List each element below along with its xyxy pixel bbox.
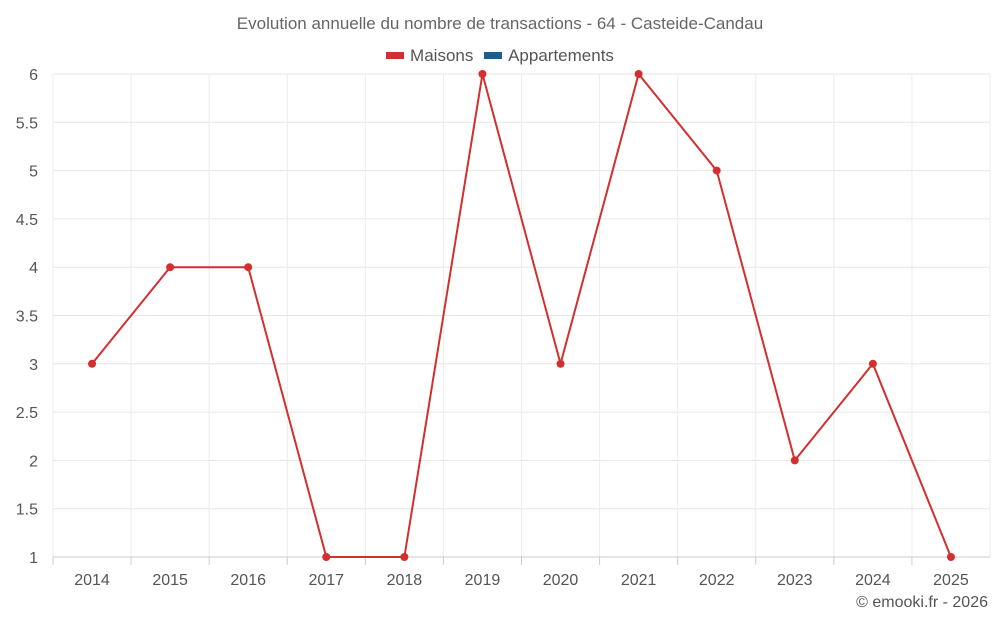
chart-title: Evolution annuelle du nombre de transact…: [236, 14, 764, 33]
y-tick-label: 2.5: [16, 405, 38, 422]
data-point: [244, 263, 253, 272]
x-tick-label: 2019: [465, 572, 501, 589]
x-tick-label: 2020: [543, 572, 579, 589]
data-point: [322, 553, 331, 561]
y-tick-label: 5.5: [16, 115, 38, 132]
y-tick-label: 4.5: [16, 212, 38, 229]
data-point: [478, 70, 487, 78]
x-tick-label: 2018: [387, 572, 423, 589]
data-point: [400, 553, 409, 561]
y-tick-label: 2: [29, 453, 38, 470]
legend-swatch-maisons: [386, 52, 405, 59]
y-tick-label: 6: [29, 67, 38, 84]
data-point: [166, 263, 175, 272]
data-point: [868, 359, 877, 368]
legend-item-appartements[interactable]: Appartements: [484, 46, 614, 66]
y-tick-label: 5: [29, 164, 38, 181]
data-point: [634, 70, 643, 78]
x-tick-label: 2017: [308, 572, 344, 589]
legend-swatch-appartements: [484, 52, 503, 59]
data-point: [790, 456, 799, 465]
x-tick-label: 2024: [855, 572, 891, 589]
series-line-maisons: [91, 73, 952, 558]
y-tick-label: 4: [29, 260, 38, 277]
legend-label-appartements: Appartements: [508, 45, 614, 65]
data-point: [556, 359, 565, 368]
x-tick-label: 2015: [152, 572, 188, 589]
chart-legend: Maisons Appartements: [0, 44, 1000, 66]
x-tick-label: 2016: [230, 572, 266, 589]
y-tick-label: 3: [29, 357, 38, 374]
y-tick-label: 1: [29, 550, 38, 567]
x-tick-label: 2022: [699, 572, 735, 589]
x-tick-label: 2025: [933, 572, 969, 589]
legend-item-maisons[interactable]: Maisons: [386, 46, 473, 66]
x-tick-label: 2021: [621, 572, 657, 589]
x-tick-label: 2014: [74, 572, 110, 589]
legend-label-maisons: Maisons: [410, 45, 474, 65]
y-tick-label: 1.5: [16, 502, 38, 519]
y-tick-label: 3.5: [16, 309, 38, 326]
credit-text: © emooki.fr - 2026: [856, 594, 988, 611]
data-point: [712, 166, 721, 175]
data-point: [88, 359, 97, 368]
data-point: [946, 553, 955, 561]
x-tick-label: 2023: [777, 572, 813, 589]
